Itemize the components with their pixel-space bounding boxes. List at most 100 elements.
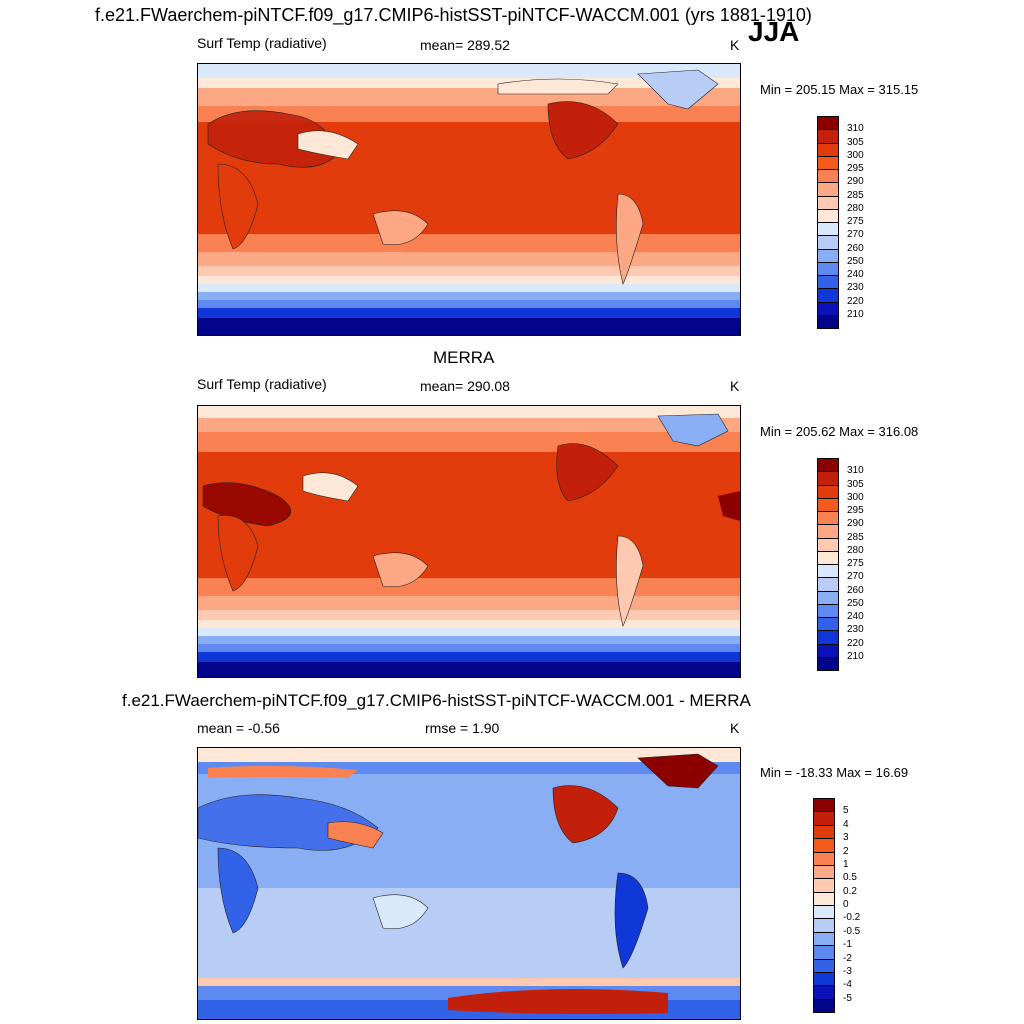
colorbar-swatch — [817, 484, 839, 499]
colorbar-tick-label: 310 — [847, 465, 864, 477]
colorbar-swatch — [813, 878, 835, 893]
panel3-title: f.e21.FWaerchem-piNTCF.f09_g17.CMIP6-his… — [122, 691, 751, 710]
colorbar-tick-label: 270 — [847, 229, 864, 241]
panel3-rmse-label: rmse = 1.90 — [425, 720, 500, 736]
colorbar-swatch — [817, 458, 839, 473]
colorbar-swatch — [817, 537, 839, 552]
colorbar-swatch — [817, 288, 839, 303]
colorbar-tick-label: 4 — [843, 818, 849, 830]
colorbar-tick-label: 300 — [847, 149, 864, 161]
colorbar-tick-label: -3 — [843, 965, 852, 977]
colorbar-swatch — [817, 590, 839, 605]
colorbar-tick-label: 210 — [847, 308, 864, 320]
colorbar-tick-label: 0 — [843, 899, 849, 910]
colorbar-swatch — [817, 142, 839, 157]
panel3-minmax: Min = -18.33 Max = 16.69 — [760, 765, 909, 780]
colorbar-tick-label: 275 — [847, 216, 864, 227]
colorbar-tick-label: 280 — [847, 544, 864, 556]
colorbar-tick-label: 305 — [847, 478, 864, 490]
colorbar-swatch — [817, 116, 839, 131]
colorbar-tick-label: 240 — [847, 611, 864, 622]
colorbar-swatch — [817, 656, 839, 671]
panel2-minmax: Min = 205.62 Max = 316.08 — [760, 424, 919, 439]
colorbar-tick-label: 210 — [847, 650, 864, 662]
colorbar-swatch — [817, 275, 839, 290]
colorbar-swatch — [813, 811, 835, 826]
season-label: JJA — [748, 16, 800, 47]
colorbar-tick-label: 290 — [847, 518, 864, 530]
colorbar-tick-label: 310 — [847, 123, 864, 135]
colorbar-tick-label: 305 — [847, 136, 864, 148]
colorbar-swatch — [813, 958, 835, 973]
colorbar-swatch — [813, 945, 835, 960]
colorbar-swatch — [813, 985, 835, 1000]
colorbar-swatch — [817, 617, 839, 632]
panel2-map — [197, 405, 741, 678]
panel1-units-label: K — [730, 37, 740, 53]
colorbar-tick-label: 3 — [843, 832, 849, 844]
colorbar-tick-label: 0.5 — [843, 872, 857, 884]
colorbar-swatch — [813, 918, 835, 933]
colorbar-tick-label: -2 — [843, 952, 852, 964]
colorbar-swatch — [817, 182, 839, 197]
panel3-units-label: K — [730, 720, 740, 736]
colorbar-swatch — [817, 497, 839, 512]
panel1-minmax: Min = 205.15 Max = 315.15 — [760, 82, 919, 97]
colorbar-tick-label: 240 — [847, 269, 864, 280]
colorbar-swatch — [813, 971, 835, 987]
colorbar-tick-label: 275 — [847, 558, 864, 569]
colorbar-swatch — [817, 577, 839, 592]
colorbar-tick-label: 1 — [843, 858, 849, 870]
colorbar-tick-label: 285 — [847, 189, 864, 201]
colorbar-swatch — [817, 208, 839, 223]
colorbar-tick-label: 285 — [847, 531, 864, 543]
colorbar-tick-label: 230 — [847, 624, 864, 636]
colorbar-tick-label: 270 — [847, 571, 864, 583]
colorbar-swatch — [813, 891, 835, 906]
colorbar-swatch — [813, 824, 835, 840]
colorbar-swatch — [817, 643, 839, 658]
colorbar-swatch — [817, 471, 839, 486]
panel1-variable-label: Surf Temp (radiative) — [197, 35, 327, 51]
colorbar-tick-label: -0.5 — [843, 925, 861, 937]
panel1-mean-label: mean= 289.52 — [420, 37, 510, 53]
colorbar-tick-label: 260 — [847, 584, 864, 596]
colorbar-swatch — [817, 511, 839, 526]
colorbar-swatch — [817, 630, 839, 645]
colorbar-swatch — [817, 301, 839, 316]
colorbar-swatch — [817, 261, 839, 276]
colorbar-swatch — [817, 550, 839, 565]
colorbar-swatch — [813, 798, 835, 813]
colorbar-tick-label: 290 — [847, 176, 864, 188]
colorbar-tick-label: 0.2 — [843, 885, 857, 897]
colorbar-tick-label: -5 — [843, 992, 852, 1004]
colorbar-tick-label: -1 — [843, 939, 852, 951]
colorbar-tick-label: 250 — [847, 255, 864, 267]
colorbar-tick-label: 230 — [847, 282, 864, 294]
colorbar-swatch — [817, 564, 839, 579]
colorbar-swatch — [813, 838, 835, 853]
colorbar-swatch — [813, 864, 835, 880]
panel3-colorbar: 5 4 3 2 1 0.5 0.2 0 -0.2 -0.5 -1 -2 -3 -4 -5 — [813, 798, 913, 1013]
panel2-mean-label: mean= 290.08 — [420, 378, 510, 394]
panel2-title: MERRA — [433, 348, 495, 367]
colorbar-tick-label: -4 — [843, 979, 852, 991]
colorbar-tick-label: 220 — [847, 637, 864, 649]
panel3-mean-label: mean = -0.56 — [197, 720, 280, 736]
colorbar-tick-label: 260 — [847, 242, 864, 254]
colorbar-swatch — [817, 314, 839, 329]
colorbar-swatch — [813, 851, 835, 866]
colorbar-swatch — [817, 524, 839, 539]
colorbar-swatch — [813, 998, 835, 1013]
panel2-colorbar: 310 305 300 295 290 285 280 275 270 260 250 240 230 2… — [817, 458, 917, 671]
colorbar-swatch — [817, 155, 839, 170]
colorbar-tick-label: 5 — [843, 805, 849, 817]
colorbar-tick-label: 300 — [847, 491, 864, 503]
colorbar-swatch — [813, 931, 835, 947]
colorbar-swatch — [817, 195, 839, 210]
colorbar-tick-label: 2 — [843, 845, 849, 857]
colorbar-tick-label: 295 — [847, 163, 864, 174]
panel1-colorbar: 310 305 300 295 290 285 280 275 270 260 250 240 230 2… — [817, 116, 917, 329]
colorbar-swatch — [817, 129, 839, 144]
panel1-map — [197, 63, 741, 336]
